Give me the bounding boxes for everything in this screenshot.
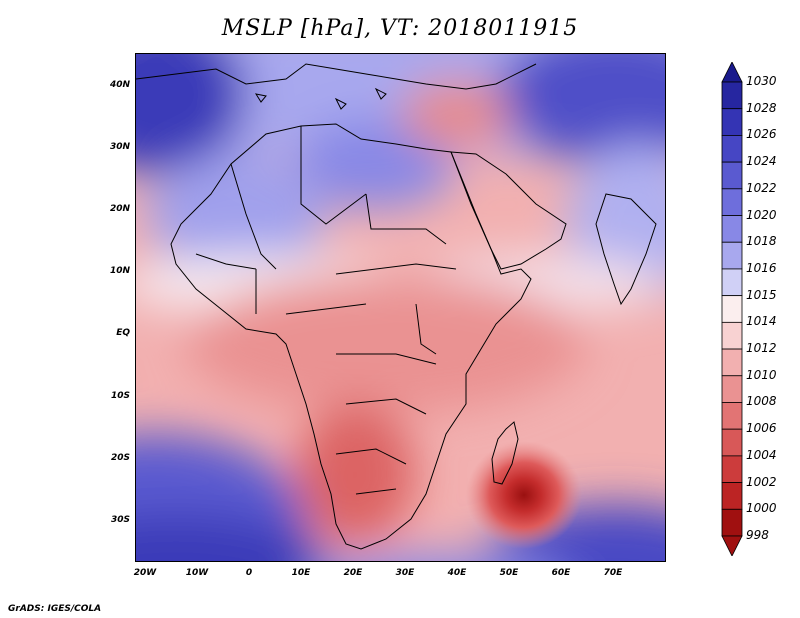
colorbar-bottom-arrow <box>721 535 743 556</box>
lon-label: 10E <box>291 568 311 578</box>
lat-label: EQ <box>116 328 130 338</box>
lon-label: 20E <box>343 568 363 578</box>
colorbar-label: 1026 <box>746 127 777 142</box>
colorbar-label: 1018 <box>746 234 777 249</box>
lon-label: 60E <box>551 568 571 578</box>
colorbar-label: 1002 <box>746 474 777 489</box>
lat-label: 20S <box>110 453 130 463</box>
colorbar-swatch <box>721 455 743 483</box>
lon-label: 0 <box>245 568 253 578</box>
colorbar-swatch <box>721 241 743 270</box>
colorbar-swatch <box>721 428 743 457</box>
colorbar-label: 1022 <box>746 180 777 195</box>
lon-label: 20W <box>133 568 157 578</box>
colorbar-swatch <box>721 508 743 537</box>
footer-credit: GrADS: IGES/COLA <box>8 604 102 614</box>
colorbar-label: 1010 <box>746 367 777 382</box>
colorbar-label: 1016 <box>746 260 777 275</box>
colorbar-swatch <box>721 321 743 350</box>
colorbar-label: 1000 <box>746 501 777 516</box>
colorbar-swatch <box>721 81 743 110</box>
colorbar-label: 1015 <box>746 287 777 302</box>
colorbar-swatch <box>721 268 743 297</box>
lon-label: 10W <box>185 568 209 578</box>
colorbar-swatch <box>721 188 743 216</box>
lat-label: 10S <box>110 391 130 401</box>
colorbar-top-arrow <box>721 62 743 83</box>
colorbar-label: 1006 <box>746 421 777 436</box>
colorbar <box>721 62 743 556</box>
pressure-field <box>136 54 665 561</box>
colorbar-label: 1020 <box>746 207 777 222</box>
colorbar-label: 998 <box>746 528 769 542</box>
colorbar-swatch <box>721 482 743 510</box>
chart-title: MSLP [hPa], VT: 2018011915 <box>221 16 579 41</box>
lon-label: 50E <box>499 568 519 578</box>
lat-label: 30S <box>110 515 130 525</box>
lon-label: 30E <box>395 568 415 578</box>
colorbar-swatch <box>721 215 743 243</box>
colorbar-swatch <box>721 108 743 136</box>
colorbar-label: 1012 <box>746 341 777 356</box>
colorbar-swatch <box>721 375 743 403</box>
colorbar-swatch <box>721 135 743 163</box>
lat-label: 20N <box>109 204 130 214</box>
lon-label: 70E <box>603 568 623 578</box>
colorbar-swatch <box>721 161 743 190</box>
colorbar-swatch <box>721 348 743 377</box>
colorbar-label: 1030 <box>746 74 777 88</box>
lon-label: 40E <box>447 568 467 578</box>
colorbar-label: 1028 <box>746 100 777 115</box>
lat-label: 40N <box>109 80 130 90</box>
colorbar-label: 1004 <box>746 447 777 462</box>
colorbar-label: 1008 <box>746 394 777 409</box>
coastlines <box>136 63 657 550</box>
colorbar-swatch <box>721 402 743 430</box>
mslp-map <box>135 53 666 562</box>
low-pressure-center <box>466 441 582 549</box>
colorbar-label: 1024 <box>746 154 777 169</box>
colorbar-label: 1014 <box>746 314 777 329</box>
colorbar-swatch <box>721 295 743 323</box>
lat-label: 30N <box>109 142 130 152</box>
lat-label: 10N <box>109 266 130 276</box>
